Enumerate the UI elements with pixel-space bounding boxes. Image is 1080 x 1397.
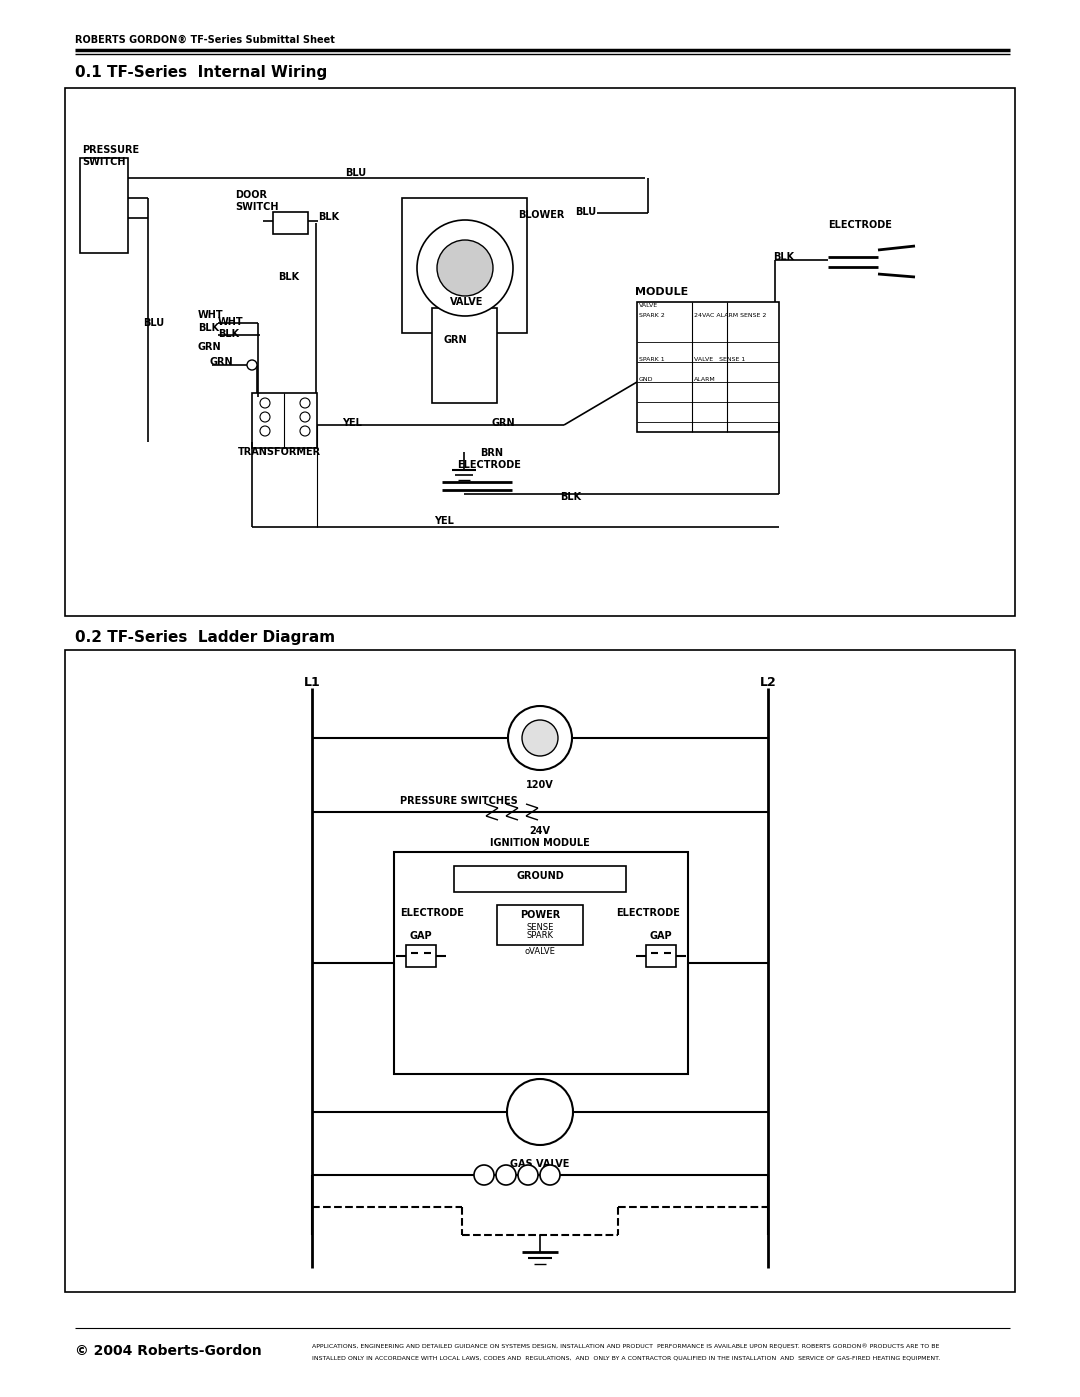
Text: YEL: YEL <box>434 515 454 527</box>
Text: SWITCH: SWITCH <box>235 203 279 212</box>
Text: SPARK 2: SPARK 2 <box>639 313 665 319</box>
Text: BLK: BLK <box>278 272 299 282</box>
Text: VALVE: VALVE <box>639 303 658 307</box>
Bar <box>394 852 688 1074</box>
Bar <box>646 944 676 967</box>
Text: 24VAC ALARM SENSE 2: 24VAC ALARM SENSE 2 <box>694 313 767 319</box>
Text: ROBERTS GORDON® TF-Series Submittal Sheet: ROBERTS GORDON® TF-Series Submittal Shee… <box>75 35 335 45</box>
Circle shape <box>508 705 572 770</box>
Bar <box>65 88 1015 616</box>
Text: TRANSFORMER: TRANSFORMER <box>238 447 321 457</box>
Text: 120V: 120V <box>526 780 554 789</box>
Text: GRN: GRN <box>198 342 221 352</box>
Text: BLOWER: BLOWER <box>517 712 563 724</box>
Text: 0.2 TF-Series  Ladder Diagram: 0.2 TF-Series Ladder Diagram <box>75 630 335 645</box>
Text: IGNITION MODULE: IGNITION MODULE <box>490 838 590 848</box>
Bar <box>252 393 318 448</box>
Circle shape <box>260 412 270 422</box>
Text: GRN: GRN <box>210 358 233 367</box>
Text: GRN: GRN <box>492 418 515 427</box>
Text: BLK: BLK <box>198 323 219 332</box>
Text: BLK: BLK <box>773 251 794 263</box>
Text: BLU: BLU <box>143 319 164 328</box>
Text: VALVE   SENSE 1: VALVE SENSE 1 <box>694 358 745 362</box>
Text: WHT: WHT <box>198 310 224 320</box>
Bar <box>402 198 527 332</box>
Circle shape <box>260 398 270 408</box>
Text: LIGHT: LIGHT <box>524 1097 556 1106</box>
Circle shape <box>474 1165 494 1185</box>
Text: SPARK 1: SPARK 1 <box>639 358 664 362</box>
Text: POWER: POWER <box>519 909 561 921</box>
Circle shape <box>522 719 558 756</box>
Text: ALARM: ALARM <box>694 377 716 381</box>
Text: SPARK: SPARK <box>527 930 554 940</box>
Bar <box>406 944 436 967</box>
Text: L1: L1 <box>303 676 321 689</box>
Text: GAP: GAP <box>409 930 432 942</box>
Text: GROUND: GROUND <box>516 870 564 882</box>
Text: DOOR: DOOR <box>235 190 267 200</box>
Circle shape <box>300 412 310 422</box>
Text: GND: GND <box>639 377 653 381</box>
Bar <box>454 866 626 893</box>
Text: ELECTRODE: ELECTRODE <box>400 908 464 918</box>
Text: L2: L2 <box>759 676 777 689</box>
Bar <box>65 650 1015 1292</box>
Text: GAP: GAP <box>650 930 673 942</box>
Text: BLOWER: BLOWER <box>518 210 565 219</box>
Text: APPLICATIONS, ENGINEERING AND DETAILED GUIDANCE ON SYSTEMS DESIGN, INSTALLATION : APPLICATIONS, ENGINEERING AND DETAILED G… <box>312 1344 940 1350</box>
Circle shape <box>300 398 310 408</box>
Circle shape <box>518 1165 538 1185</box>
Text: INSTALLED ONLY IN ACCORDANCE WITH LOCAL LAWS, CODES AND  REGULATIONS,  AND  ONLY: INSTALLED ONLY IN ACCORDANCE WITH LOCAL … <box>312 1355 941 1361</box>
Bar <box>637 302 779 432</box>
Circle shape <box>496 1165 516 1185</box>
Text: 24V: 24V <box>529 826 551 835</box>
Text: ELECTRODE: ELECTRODE <box>828 219 892 231</box>
Bar <box>497 905 583 944</box>
Text: YEL: YEL <box>342 418 362 427</box>
Text: PRESSURE: PRESSURE <box>82 145 139 155</box>
Circle shape <box>300 426 310 436</box>
Bar <box>432 307 497 402</box>
Text: ELECTRODE: ELECTRODE <box>457 460 521 469</box>
Circle shape <box>540 1165 561 1185</box>
Text: BLK: BLK <box>218 330 239 339</box>
Text: 0.1 TF-Series  Internal Wiring: 0.1 TF-Series Internal Wiring <box>75 66 327 80</box>
Text: PRESSURE SWITCHES: PRESSURE SWITCHES <box>400 796 517 806</box>
Text: GRN: GRN <box>444 335 468 345</box>
Text: VALVE: VALVE <box>450 298 484 307</box>
Circle shape <box>437 240 492 296</box>
Text: BLU: BLU <box>345 168 366 177</box>
Circle shape <box>247 360 257 370</box>
Text: BLK: BLK <box>561 492 581 502</box>
Text: SENSE: SENSE <box>526 923 554 932</box>
Bar <box>273 212 308 235</box>
Circle shape <box>507 1078 573 1146</box>
Text: BRN: BRN <box>480 448 503 458</box>
Text: © 2004 Roberts-Gordon: © 2004 Roberts-Gordon <box>75 1344 261 1358</box>
Text: WHT: WHT <box>218 317 244 327</box>
Text: GAS VALVE: GAS VALVE <box>511 1160 569 1169</box>
Text: BLK: BLK <box>318 212 339 222</box>
Text: SWITCH: SWITCH <box>82 156 125 168</box>
Text: ELECTRODE: ELECTRODE <box>616 908 680 918</box>
Text: MODULE: MODULE <box>635 286 688 298</box>
Text: oVALVE: oVALVE <box>525 947 555 956</box>
Text: BLU: BLU <box>575 207 596 217</box>
Bar <box>80 158 129 253</box>
Circle shape <box>260 426 270 436</box>
Circle shape <box>417 219 513 316</box>
